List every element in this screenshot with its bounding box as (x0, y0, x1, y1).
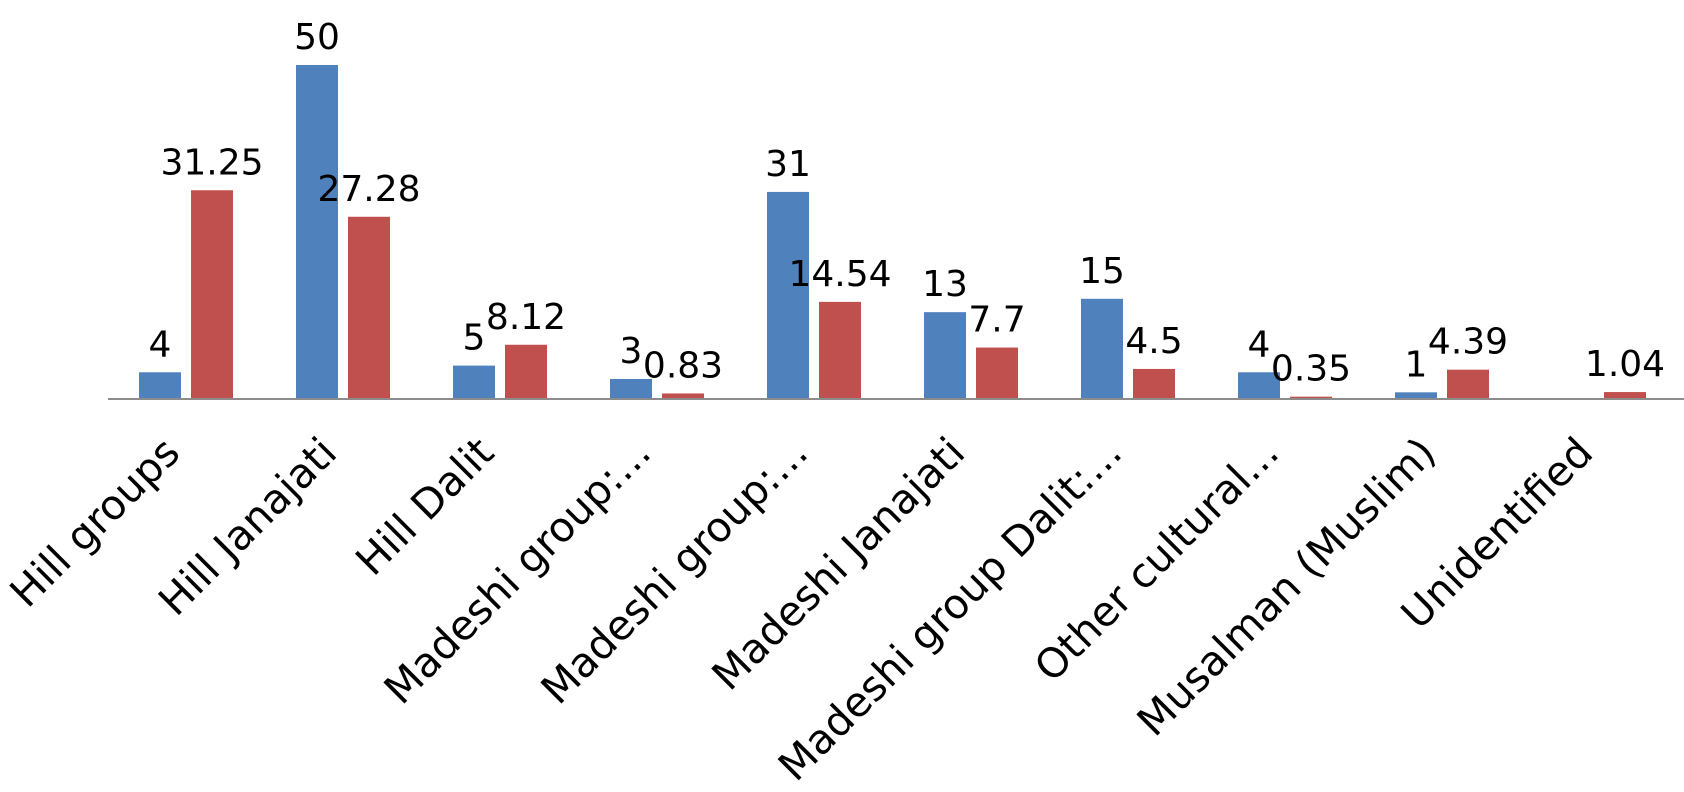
value-label-series1-cat1: 4 (149, 324, 172, 365)
bar-series1-cat1 (139, 372, 181, 399)
bar-series2-cat2 (348, 216, 390, 399)
value-label-series1-cat5: 31 (765, 144, 811, 185)
value-label-series2-cat5: 14.54 (788, 254, 891, 295)
value-label-series1-cat7: 15 (1079, 251, 1125, 292)
value-labels-layer: 4 31.25 50 27.28 58.12 3 0.83 31 14.54 137.7 154.5… (149, 17, 1666, 390)
bar-series1-cat8 (1238, 372, 1280, 399)
value-label-series1-cat3: 5 (463, 318, 486, 359)
category-label-3: Hill Dalit (346, 428, 503, 585)
bar-series2-cat5 (819, 301, 861, 399)
bar-series1-cat6 (924, 312, 966, 399)
value-label-series2-cat2: 27.28 (317, 169, 420, 210)
bar-series2-cat4 (662, 393, 704, 399)
bar-series2-cat6 (976, 347, 1018, 399)
bar-series1-cat9 (1395, 392, 1437, 399)
bar-series2-cat3 (505, 344, 547, 399)
value-label-series2-cat4: 0.83 (643, 345, 723, 386)
value-label-series1-cat8: 4 (1248, 324, 1271, 365)
value-label-series2-cat3: 8.12 (486, 297, 566, 338)
bar-series1-cat5 (767, 191, 809, 399)
value-label-series2-cat10: 1.04 (1585, 344, 1665, 385)
value-label-series1-cat4: 3 (620, 331, 643, 372)
bar-series2-cat1 (191, 190, 233, 399)
value-label-series1-cat9: 1 (1405, 344, 1428, 385)
category-label-9: Musalman (Muslim) (1128, 428, 1445, 745)
value-label-series2-cat6: 7.7 (968, 300, 1025, 341)
bar-series1-cat7 (1081, 298, 1123, 399)
bar-series2-cat9 (1447, 369, 1489, 399)
bar-series2-cat7 (1133, 368, 1175, 399)
bar-series2-cat10 (1604, 392, 1646, 399)
bar-series2-cat8 (1290, 396, 1332, 399)
value-label-series2-cat7: 4.5 (1125, 321, 1182, 362)
value-label-series2-cat1: 31.25 (160, 142, 263, 183)
bar-series1-cat4 (610, 378, 652, 399)
value-label-series1-cat6: 13 (922, 264, 968, 305)
category-label-4: Madeshi group:... (375, 428, 660, 713)
value-label-series2-cat9: 4.39 (1428, 322, 1508, 363)
bar-series1-cat3 (453, 365, 495, 399)
value-label-series1-cat2: 50 (294, 17, 340, 58)
value-label-series2-cat8: 0.35 (1271, 349, 1351, 390)
bars-layer (139, 65, 1646, 399)
category-label-5: Madeshi group:... (532, 428, 817, 713)
bar-series1-cat2 (296, 65, 338, 399)
